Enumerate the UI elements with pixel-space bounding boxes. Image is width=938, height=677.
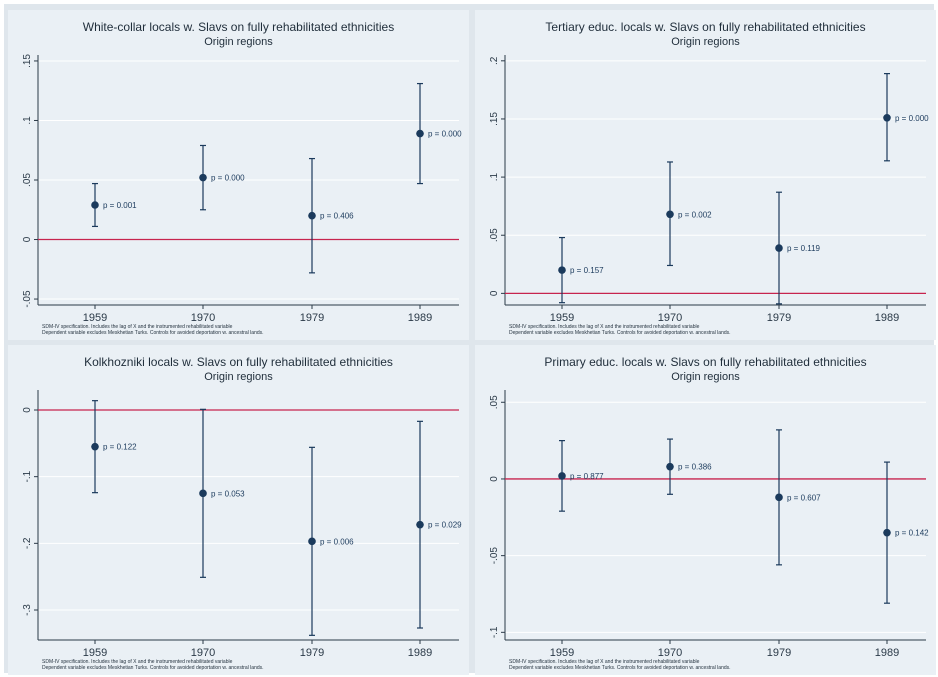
p-value-label: p = 0.406 <box>320 212 354 221</box>
p-value-label: p = 0.029 <box>428 521 462 530</box>
plot-area <box>505 55 926 305</box>
y-tick-label: -.2 <box>22 537 33 549</box>
point-estimate <box>91 201 99 209</box>
y-tick-label: 0 <box>489 476 500 482</box>
y-tick-label: .05 <box>489 228 500 242</box>
y-tick-label: -.05 <box>489 547 500 565</box>
x-tick-label: 1979 <box>300 647 324 659</box>
x-tick-label: 1959 <box>550 647 574 659</box>
x-tick-label: 1989 <box>875 647 899 659</box>
y-tick-label: 0 <box>489 290 500 296</box>
p-value-label: p = 0.002 <box>678 210 712 219</box>
x-tick-label: 1979 <box>767 312 791 324</box>
p-value-label: p = 0.001 <box>103 201 137 210</box>
plot-svg: 0 .05 .1 .15 .2 1959 1970 1979 1989 p = 0.157 p = … <box>489 55 929 324</box>
p-value-label: p = 0.607 <box>787 493 821 502</box>
point-estimate <box>558 472 566 480</box>
chart-note: Dependent variable excludes Meskhetian T… <box>42 665 264 671</box>
point-estimate <box>199 173 207 182</box>
chart-title: Tertiary educ. locals w. Slavs on fully … <box>545 20 866 34</box>
y-tick-label: .05 <box>22 173 33 187</box>
x-tick-label: 1979 <box>300 312 324 324</box>
point-estimate <box>666 210 674 219</box>
x-tick-label: 1979 <box>767 647 791 659</box>
x-tick-label: 1959 <box>550 312 574 324</box>
plot-area <box>505 390 926 640</box>
y-tick-label: 0 <box>22 407 33 413</box>
y-tick-label: .1 <box>22 116 33 125</box>
point-estimate <box>883 113 891 122</box>
panel-kolkhozniki: Kolkhozniki locals w. Slavs on fully reh… <box>8 345 469 675</box>
x-tick-label: 1959 <box>83 647 107 659</box>
chart-note: SDM-IV specification. Includes the lag o… <box>42 324 233 330</box>
p-value-label: p = 0.157 <box>570 266 604 275</box>
chart-subtitle: Origin regions <box>204 371 273 383</box>
point-estimate <box>91 442 99 451</box>
x-tick-label: 1970 <box>658 647 682 659</box>
point-estimate <box>199 489 207 498</box>
p-value-label: p = 0.386 <box>678 463 712 472</box>
y-tick-label: .2 <box>489 56 500 65</box>
p-value-label: p = 0.000 <box>895 114 929 123</box>
plot-area <box>38 390 459 640</box>
point-estimate <box>775 244 783 252</box>
chart-note: SDM-IV specification. Includes the lag o… <box>509 659 700 665</box>
y-tick-label: .05 <box>489 395 500 409</box>
point-estimate <box>416 129 424 138</box>
y-tick-label: .1 <box>489 172 500 181</box>
x-tick-label: 1970 <box>191 647 215 659</box>
y-tick-label: 0 <box>22 236 33 242</box>
point-estimate <box>775 493 783 502</box>
p-value-label: p = 0.119 <box>787 244 821 253</box>
y-tick-label: -.05 <box>22 290 33 308</box>
point-estimate <box>308 537 316 546</box>
chart-note: Dependent variable excludes Meskhetian T… <box>42 330 264 336</box>
point-estimate <box>416 520 424 529</box>
chart-title: Primary educ. locals w. Slavs on fully r… <box>544 355 867 369</box>
y-tick-label: .15 <box>22 54 33 68</box>
chart-title: Kolkhozniki locals w. Slavs on fully reh… <box>84 355 393 369</box>
y-tick-label: -.1 <box>22 470 33 482</box>
x-tick-label: 1989 <box>408 647 432 659</box>
x-tick-label: 1970 <box>658 312 682 324</box>
chart-grid: White-collar locals w. Slavs on fully re… <box>4 4 936 675</box>
panel-primary-educ: Primary educ. locals w. Slavs on fully r… <box>475 345 936 675</box>
p-value-label: p = 0.877 <box>570 472 604 481</box>
chart-subtitle: Origin regions <box>204 36 273 48</box>
point-estimate <box>666 462 674 471</box>
x-tick-label: 1989 <box>875 312 899 324</box>
chart-title: White-collar locals w. Slavs on fully re… <box>82 20 395 34</box>
plot-svg: -.3 -.2 -.1 0 1959 1970 1979 1989 p = 0.122 p = 0… <box>22 390 462 659</box>
x-tick-label: 1989 <box>408 312 432 324</box>
p-value-label: p = 0.000 <box>211 174 245 183</box>
chart-note: SDM-IV specification. Includes the lag o… <box>509 324 700 330</box>
x-tick-label: 1959 <box>83 312 107 324</box>
p-value-label: p = 0.053 <box>211 489 245 498</box>
chart-subtitle: Origin regions <box>671 36 740 48</box>
plot-svg: -.05 0 .05 .1 .15 1959 1970 1979 1989 p = 0.001 p … <box>22 54 462 324</box>
chart-subtitle: Origin regions <box>671 371 740 383</box>
p-value-label: p = 0.142 <box>895 529 929 538</box>
p-value-label: p = 0.122 <box>103 443 137 452</box>
plot-svg: -.1 -.05 0 .05 1959 1970 1979 1989 p = 0.877 p = … <box>489 390 929 659</box>
point-estimate <box>308 211 316 220</box>
y-tick-label: .15 <box>489 112 500 126</box>
p-value-label: p = 0.000 <box>428 130 462 139</box>
point-estimate <box>883 528 891 537</box>
x-tick-label: 1970 <box>191 312 215 324</box>
y-tick-label: -.1 <box>489 626 500 638</box>
chart-note: SDM-IV specification. Includes the lag o… <box>42 659 233 665</box>
y-tick-label: -.3 <box>22 604 33 616</box>
p-value-label: p = 0.006 <box>320 537 354 546</box>
chart-note: Dependent variable excludes Meskhetian T… <box>509 330 731 336</box>
chart-note: Dependent variable excludes Meskhetian T… <box>509 665 731 671</box>
panel-tertiary-educ: Tertiary educ. locals w. Slavs on fully … <box>475 10 936 340</box>
point-estimate <box>558 266 566 274</box>
panel-white-collar: White-collar locals w. Slavs on fully re… <box>8 10 469 340</box>
